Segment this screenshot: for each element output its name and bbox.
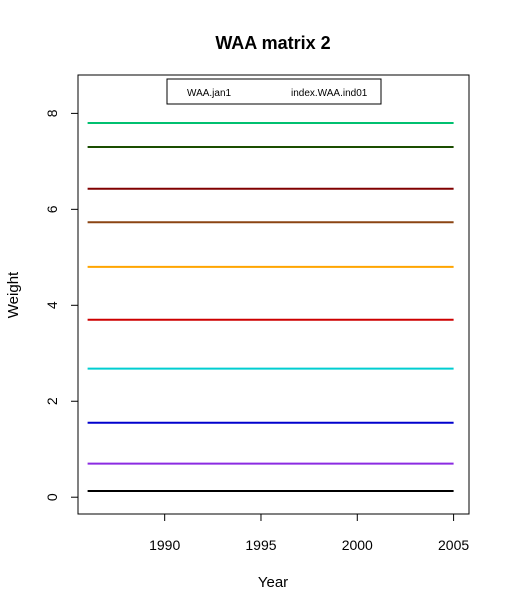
series-layer bbox=[87, 122, 454, 492]
chart-title: WAA matrix 2 bbox=[215, 33, 330, 53]
x-tick-label-2005: 2005 bbox=[438, 537, 469, 553]
x-axis: 1990 1995 2000 2005 bbox=[149, 513, 469, 553]
y-tick-label-8: 8 bbox=[44, 109, 60, 117]
x-tick-label-1990: 1990 bbox=[149, 537, 180, 553]
legend-box bbox=[166, 78, 382, 105]
x-tick-label-1995: 1995 bbox=[245, 537, 276, 553]
legend-entry-2: index.WAA.ind01 bbox=[291, 88, 368, 99]
legend-entry-1: WAA.jan1 bbox=[187, 88, 232, 99]
y-tick-label-2: 2 bbox=[44, 397, 60, 405]
y-tick-label-4: 4 bbox=[44, 301, 60, 309]
y-tick-label-6: 6 bbox=[44, 205, 60, 213]
y-axis-title: Weight bbox=[5, 271, 22, 318]
legend: WAA.jan1 index.WAA.ind01 bbox=[166, 78, 382, 105]
plot-frame bbox=[77, 74, 470, 515]
x-tick-label-2000: 2000 bbox=[342, 537, 373, 553]
y-tick-label-0: 0 bbox=[44, 493, 60, 501]
y-axis: 0 2 4 6 8 bbox=[44, 109, 79, 501]
x-axis-title: Year bbox=[258, 574, 288, 591]
